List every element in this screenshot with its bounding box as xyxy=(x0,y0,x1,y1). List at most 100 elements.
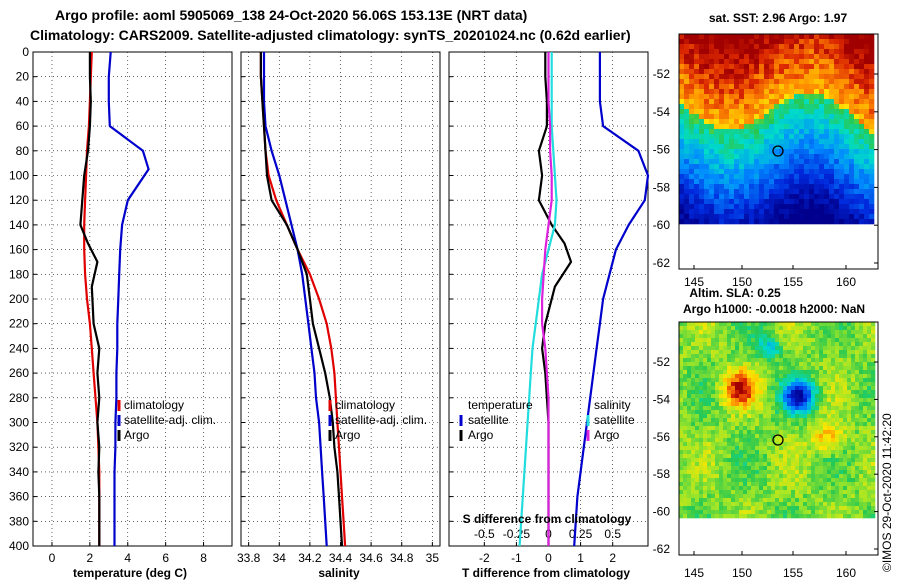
heatmap-cell xyxy=(795,410,800,415)
heatmap-cell xyxy=(679,214,685,220)
heatmap-cell xyxy=(864,39,870,45)
heatmap-cell xyxy=(751,358,756,363)
heatmap-cell xyxy=(815,422,820,427)
heatmap-cell xyxy=(779,129,785,135)
heatmap-cell xyxy=(687,482,692,487)
heatmap-cell xyxy=(684,94,690,100)
heatmap-cell xyxy=(699,330,704,335)
heatmap-cell xyxy=(775,342,780,347)
heatmap-cell xyxy=(719,89,725,95)
heatmap-cell xyxy=(774,184,780,190)
heatmap-cell xyxy=(747,506,752,511)
heatmap-cell xyxy=(819,490,824,495)
heatmap-cell xyxy=(779,426,784,431)
heatmap-cell xyxy=(774,104,780,110)
heatmap-cell xyxy=(689,54,695,60)
heatmap-cell xyxy=(779,338,784,343)
heatmap-cell xyxy=(829,119,835,125)
heatmap-cell xyxy=(714,179,720,185)
heatmap-cell xyxy=(789,214,795,220)
heatmap-cell xyxy=(809,109,815,115)
heatmap-cell xyxy=(819,179,825,185)
heatmap-cell xyxy=(743,470,748,475)
heatmap-cell xyxy=(779,490,784,495)
heatmap-cell xyxy=(739,502,744,507)
heatmap-cell xyxy=(834,99,840,105)
heatmap-cell xyxy=(734,179,740,185)
heatmap-cell xyxy=(755,438,760,443)
heatmap-cell xyxy=(791,470,796,475)
heatmap-cell xyxy=(851,514,856,519)
heatmap-cell xyxy=(787,350,792,355)
heatmap-cell xyxy=(847,506,852,511)
heatmap-cell xyxy=(814,169,820,175)
salinity-legend: climatology satellite-adj. clim. Argo xyxy=(328,398,427,442)
heatmap-cell xyxy=(814,49,820,55)
heatmap-cell xyxy=(869,184,875,190)
heatmap-cell xyxy=(759,59,765,65)
heatmap-cell xyxy=(774,209,780,215)
heatmap-cell xyxy=(774,74,780,80)
heatmap-cell xyxy=(747,438,752,443)
heatmap-cell xyxy=(847,402,852,407)
heatmap-cell xyxy=(703,386,708,391)
heatmap-cell xyxy=(734,109,740,115)
heatmap-cell xyxy=(771,350,776,355)
heatmap-cell xyxy=(689,159,695,165)
heatmap-cell xyxy=(827,502,832,507)
heatmap-cell xyxy=(683,470,688,475)
heatmap-cell xyxy=(709,109,715,115)
heatmap-cell xyxy=(799,470,804,475)
heatmap-cell xyxy=(779,450,784,455)
heatmap-cell xyxy=(687,334,692,339)
heatmap-cell xyxy=(711,490,716,495)
heatmap-cell xyxy=(723,430,728,435)
heatmap-cell xyxy=(787,470,792,475)
heatmap-cell xyxy=(871,490,876,495)
heatmap-cell xyxy=(831,386,836,391)
heatmap-cell xyxy=(704,114,710,120)
heatmap-cell xyxy=(844,179,850,185)
heatmap-cell xyxy=(739,99,745,105)
heatmap-cell xyxy=(779,494,784,499)
heatmap-cell xyxy=(699,342,704,347)
heatmap-cell xyxy=(731,426,736,431)
heatmap-cell xyxy=(743,450,748,455)
heatmap-cell xyxy=(711,422,716,427)
heatmap-cell xyxy=(819,510,824,515)
heatmap-cell xyxy=(851,470,856,475)
heatmap-cell xyxy=(749,69,755,75)
heatmap-cell xyxy=(683,494,688,499)
heatmap-cell xyxy=(831,462,836,467)
difference-xlabel: T difference from climatology xyxy=(462,566,630,580)
heatmap-cell xyxy=(689,149,695,155)
heatmap-cell xyxy=(771,434,776,439)
heatmap-cell xyxy=(789,199,795,205)
heatmap-cell xyxy=(689,119,695,125)
heatmap-cell xyxy=(749,159,755,165)
heatmap-cell xyxy=(763,494,768,499)
heatmap-cell xyxy=(859,214,865,220)
heatmap-cell xyxy=(767,510,772,515)
heatmap-cell xyxy=(735,490,740,495)
heatmap-cell xyxy=(863,330,868,335)
heatmap-cell xyxy=(811,358,816,363)
heatmap-cell xyxy=(815,430,820,435)
heatmap-cell xyxy=(769,94,775,100)
heatmap-cell xyxy=(827,386,832,391)
series-line-s-argo xyxy=(540,52,553,546)
heatmap-cell xyxy=(783,354,788,359)
heatmap-cell xyxy=(815,386,820,391)
heatmap-cell xyxy=(864,184,870,190)
heatmap-cell xyxy=(751,322,756,327)
heatmap-cell xyxy=(784,119,790,125)
heatmap-cell xyxy=(747,482,752,487)
heatmap-cell xyxy=(743,346,748,351)
heatmap-cell xyxy=(731,478,736,483)
heatmap-cell xyxy=(843,462,848,467)
heatmap-cell xyxy=(684,104,690,110)
heatmap-cell xyxy=(695,342,700,347)
heatmap-cell xyxy=(854,84,860,90)
heatmap-cell xyxy=(699,422,704,427)
heatmap-cell xyxy=(727,390,732,395)
